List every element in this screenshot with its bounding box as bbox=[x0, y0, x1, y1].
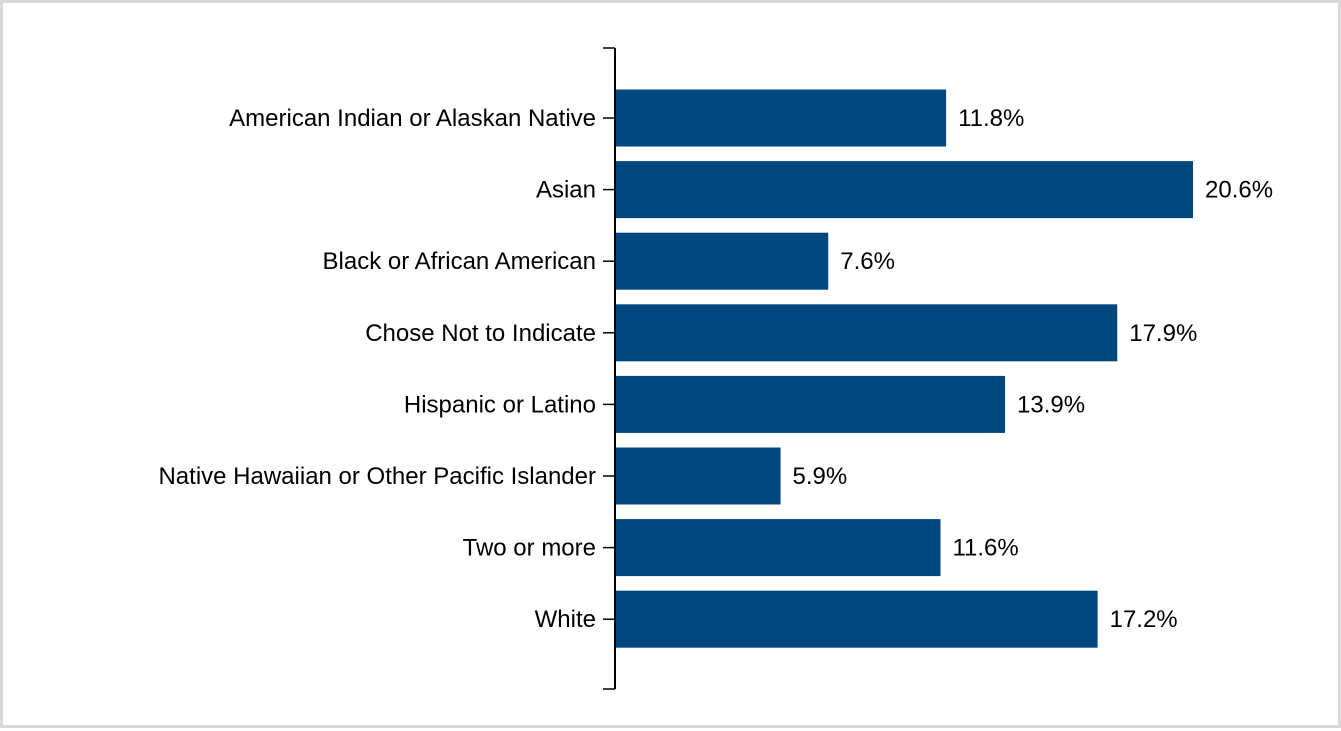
category-label: Hispanic or Latino bbox=[404, 391, 596, 418]
data-label: 5.9% bbox=[793, 463, 848, 490]
bar-chart: American Indian or Alaskan Native 11.8% As… bbox=[158, 47, 1273, 690]
data-label: 20.6% bbox=[1205, 177, 1273, 204]
category-label: Asian bbox=[536, 177, 596, 204]
category-label: White bbox=[535, 606, 596, 633]
bar bbox=[616, 519, 941, 577]
bar bbox=[616, 447, 781, 505]
category-label: Two or more bbox=[463, 535, 596, 562]
category-label: American Indian or Alaskan Native bbox=[229, 105, 596, 132]
bar bbox=[616, 304, 1118, 362]
category-label: Chose Not to Indicate bbox=[365, 320, 596, 347]
bar bbox=[616, 590, 1098, 648]
data-label: 13.9% bbox=[1017, 391, 1085, 418]
data-label: 11.8% bbox=[958, 105, 1024, 132]
data-label: 17.9% bbox=[1129, 320, 1197, 347]
bar bbox=[616, 232, 829, 290]
bar bbox=[616, 161, 1193, 219]
data-label: 7.6% bbox=[840, 248, 895, 275]
data-label: 11.6% bbox=[952, 535, 1018, 562]
bar bbox=[616, 89, 947, 147]
bar bbox=[616, 375, 1006, 433]
data-label: 17.2% bbox=[1110, 606, 1178, 633]
category-label: Native Hawaiian or Other Pacific Islande… bbox=[158, 463, 596, 490]
category-label: Black or African American bbox=[323, 248, 596, 275]
